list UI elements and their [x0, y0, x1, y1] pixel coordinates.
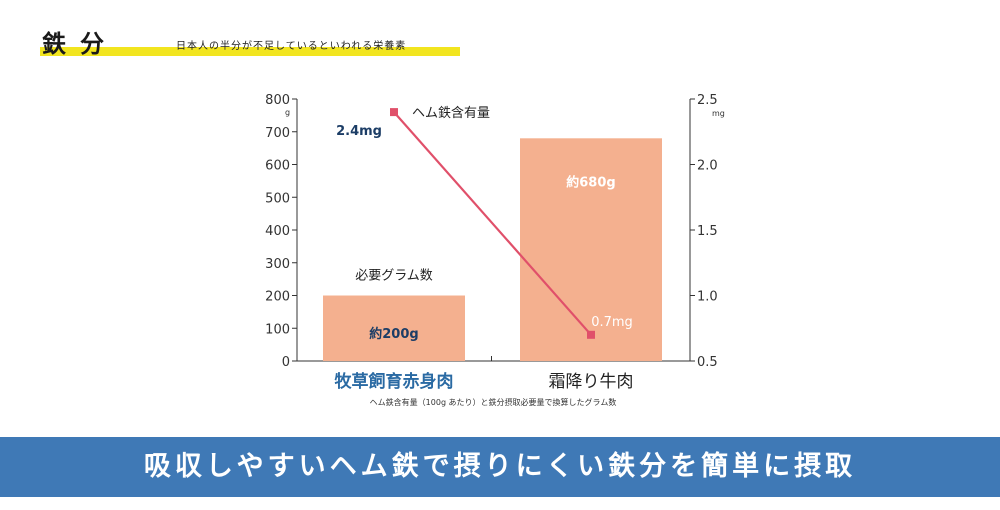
bar-annotation: 必要グラム数	[355, 269, 433, 284]
line-point	[390, 108, 398, 117]
bar-value-label: 約200g	[369, 326, 418, 342]
y-right-tick-label: 1.5	[697, 224, 718, 239]
y-left-tick-label: 600	[265, 159, 290, 174]
bar	[323, 295, 465, 361]
y-left-tick-label: 0	[282, 355, 290, 370]
y-right-tick-label: 1.0	[697, 290, 718, 305]
y-left-tick-label: 400	[265, 224, 290, 239]
y-left-tick-label: 300	[265, 257, 290, 272]
y-left-unit: g	[285, 108, 290, 117]
line-point	[587, 330, 595, 339]
line-value-label: 0.7mg	[591, 315, 633, 330]
bar-value-label: 約680g	[566, 174, 615, 190]
category-label: 霜降り牛肉	[549, 372, 634, 392]
chart-area: 0 100 200 300 400 500 600 700 800 g 0.5 1.0 1.5 2.0 2.…	[0, 80, 1000, 420]
y-right-tick-label: 0.5	[697, 355, 718, 370]
line-series-name: ヘム鉄含有量	[412, 105, 490, 121]
banner-text: 吸収しやすいヘム鉄で摂りにくい鉄分を簡単に摂取	[143, 451, 857, 482]
y-left-tick-label: 200	[265, 290, 290, 305]
y-left-tick-label: 800	[265, 93, 290, 108]
y-left-tick-label: 700	[265, 126, 290, 141]
bar	[520, 138, 662, 361]
y-left-tick-label: 500	[265, 191, 290, 206]
page-title: 鉄分	[42, 30, 118, 58]
line-series	[393, 111, 592, 336]
y-left-tick-label: 100	[265, 322, 290, 337]
page-subtitle: 日本人の半分が不足しているといわれる栄養素	[176, 41, 407, 52]
y-right-unit: mg	[712, 109, 725, 118]
y-right-tick-label: 2.5	[697, 93, 718, 108]
bottom-banner: 吸収しやすいヘム鉄で摂りにくい鉄分を簡単に摂取	[0, 437, 1000, 497]
y-right-tick-label: 2.0	[697, 159, 718, 174]
line-value-label: 2.4mg	[336, 124, 382, 139]
chart-caption: ヘム鉄含有量（100g あたり）と鉄分摂取必要量で換算したグラム数	[370, 397, 617, 407]
category-label: 牧草飼育赤身肉	[335, 371, 454, 392]
title-highlight	[40, 47, 460, 56]
header: 鉄分 日本人の半分が不足しているといわれる栄養素	[0, 0, 1000, 70]
